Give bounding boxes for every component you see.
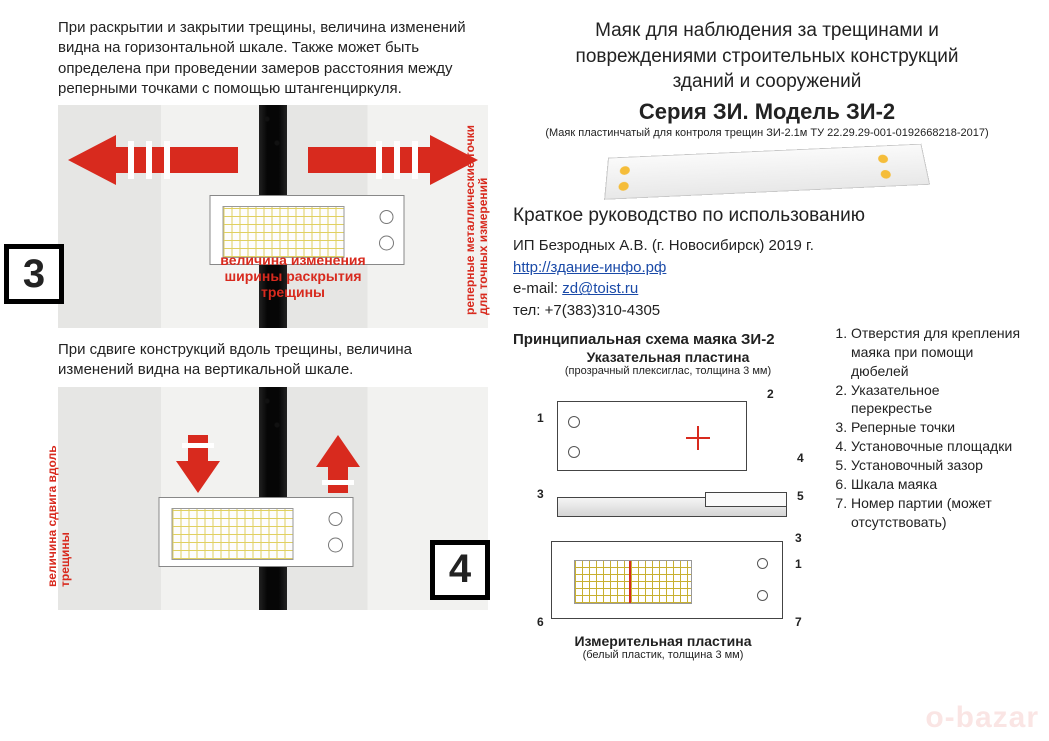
crosshair-icon — [686, 426, 710, 450]
scale-grid — [574, 560, 692, 604]
panel3-description: При раскрытии и закрытии трещины, величи… — [58, 18, 477, 99]
callout-4: 4 — [797, 451, 804, 465]
phone-label: тел: — [513, 302, 545, 319]
plate-bottom-labels: Измерительная пластина (белый пластик, т… — [513, 633, 813, 665]
callout-1: 1 — [537, 411, 544, 425]
plate-bottom-sub: (белый пластик, толщина 3 мм) — [513, 649, 813, 661]
callout-3b: 3 — [795, 531, 802, 545]
product-render — [604, 144, 930, 200]
mounting-hole-icon — [757, 590, 768, 601]
legend-item: Указательное перекрестье — [851, 381, 1021, 419]
model-line: Серия ЗИ. Модель ЗИ-2 — [513, 99, 1021, 125]
contact-site-link[interactable]: http://здание-инфо.рф — [513, 259, 666, 276]
legend-item: Реперные точки — [851, 418, 1021, 437]
scheme-row: Принципиальная схема маяка ЗИ-2 Указател… — [513, 324, 1021, 662]
legend-item: Отверстия для крепления маяка при помощи… — [851, 324, 1021, 381]
mounting-hole-icon — [568, 416, 580, 428]
contact-block: ИП Безродных А.В. (г. Новосибирск) 2019 … — [513, 235, 1021, 322]
panel-number-3: 3 — [4, 244, 64, 304]
plate-top-sub: (прозрачный плексиглас, толщина 3 мм) — [513, 365, 823, 377]
panel-number-4: 4 — [430, 540, 490, 600]
beacon-device — [158, 497, 353, 567]
panel3-side-caption: реперные металлические точки для точных … — [464, 125, 490, 315]
spec-line: (Маяк пластинчатый для контроля трещин З… — [513, 127, 1021, 139]
arrow-right-icon — [308, 135, 478, 185]
scheme-diagram: 1 2 3 4 5 6 7 3 1 Измерительная пластина… — [513, 381, 813, 661]
callout-3: 3 — [537, 487, 544, 501]
panel4-red-caption: величина сдвига вдоль трещины — [46, 417, 72, 587]
title-line: зданий и сооружений — [513, 69, 1021, 95]
contact-phone: +7(383)310-4305 — [545, 302, 661, 319]
panel-4: величина сдвига вдоль трещины 4 — [58, 387, 488, 610]
mounting-hole-icon — [757, 558, 768, 569]
arrow-down-icon — [176, 435, 220, 493]
callout-1b: 1 — [795, 557, 802, 571]
arrow-up-icon — [316, 435, 360, 493]
legend-item: Номер партии (может отсутствовать) — [851, 494, 1021, 532]
panel-3: величина изменения ширины раскрытия трещ… — [58, 105, 488, 328]
section-title: Краткое руководство по использованию — [513, 205, 1021, 227]
title-line: повреждениями строительных конструкций — [513, 44, 1021, 70]
panel4-description: При сдвиге конструкций вдоль трещины, ве… — [58, 340, 477, 381]
legend-column: Отверстия для крепления маяка при помощи… — [823, 324, 1021, 662]
plate-bottom-label: Измерительная пластина — [513, 633, 813, 649]
left-column: При раскрытии и закрытии трещины, величи… — [0, 0, 495, 741]
legend-list: Отверстия для крепления маяка при помощи… — [831, 324, 1021, 532]
doc-title: Маяк для наблюдения за трещинами и повре… — [513, 18, 1021, 95]
scheme-title: Принципиальная схема маяка ЗИ-2 — [513, 330, 823, 350]
contact-org: ИП Безродных А.В. (г. Новосибирск) 2019 … — [513, 235, 1021, 257]
mounting-hole-icon — [568, 446, 580, 458]
title-line: Маяк для наблюдения за трещинами и — [513, 18, 1021, 44]
callout-5: 5 — [797, 489, 804, 503]
plate-bottom-view — [551, 541, 783, 619]
panel3-red-caption: величина изменения ширины раскрытия трещ… — [198, 252, 388, 300]
legend-item: Установочный зазор — [851, 456, 1021, 475]
legend-item: Шкала маяка — [851, 475, 1021, 494]
legend-item: Установочные площадки — [851, 437, 1021, 456]
plate-top-label: Указательная пластина — [513, 349, 823, 365]
plate-side-view — [557, 497, 787, 517]
plate-top-view — [557, 401, 747, 471]
contact-email-link[interactable]: zd@toist.ru — [562, 280, 638, 297]
right-column: Маяк для наблюдения за трещинами и повре… — [495, 0, 1049, 741]
callout-2: 2 — [767, 387, 774, 401]
arrow-left-icon — [68, 135, 238, 185]
diagram-column: Принципиальная схема маяка ЗИ-2 Указател… — [513, 324, 823, 662]
email-label: e-mail: — [513, 280, 562, 297]
watermark: o-bazar — [925, 701, 1039, 735]
callout-7: 7 — [795, 615, 802, 629]
callout-6: 6 — [537, 615, 544, 629]
